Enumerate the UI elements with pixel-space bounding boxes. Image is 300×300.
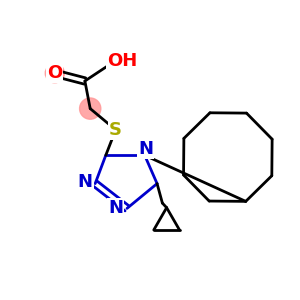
- Text: N: N: [108, 199, 123, 217]
- Text: N: N: [138, 140, 153, 158]
- Circle shape: [80, 98, 101, 119]
- Text: N: N: [78, 173, 93, 191]
- Text: OH: OH: [107, 52, 137, 70]
- Text: O: O: [47, 64, 62, 82]
- Text: S: S: [109, 121, 122, 139]
- Circle shape: [45, 64, 64, 83]
